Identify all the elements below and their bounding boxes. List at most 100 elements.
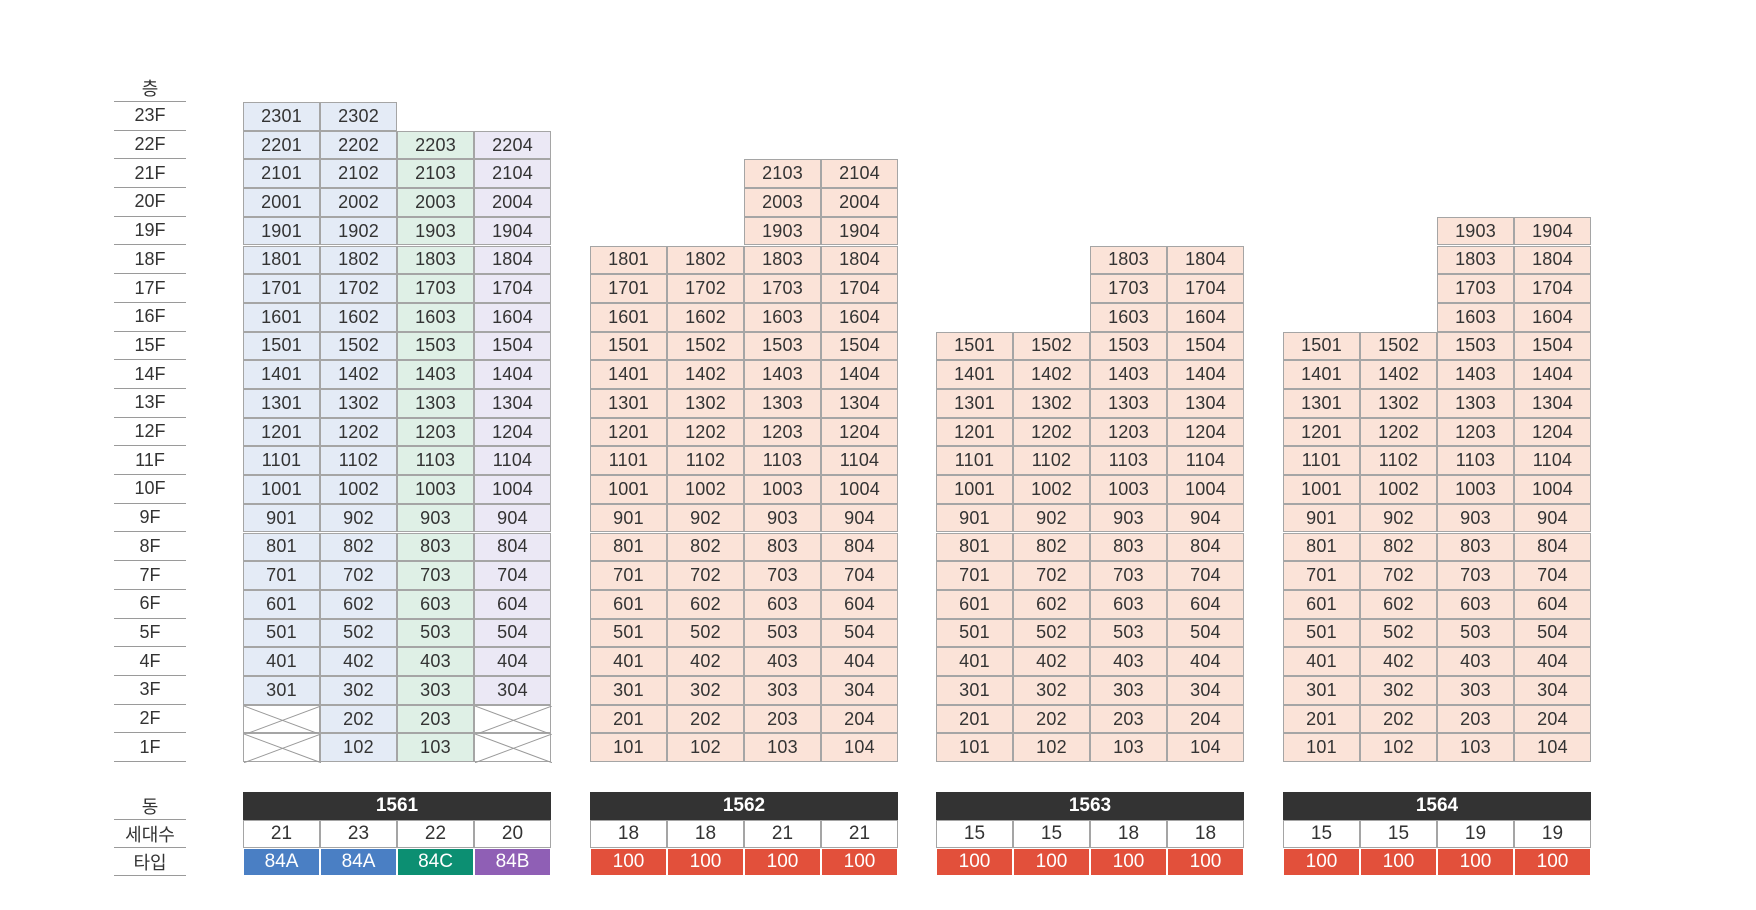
unit-cell: 1302 [1013,389,1090,418]
unit-cell: 403 [1090,647,1167,676]
unit-cell: 603 [744,589,821,619]
unit-cell: 203 [1437,704,1514,734]
unit-cell: 102 [1360,733,1437,763]
unit-cell: 302 [320,676,397,705]
type-cell: 100 [667,848,744,876]
unit-cell: 904 [474,503,551,533]
floor-label: 2F [114,705,186,734]
floor-label: 15F [114,332,186,361]
unit-cell: 902 [667,503,744,533]
unit-cell: 201 [936,704,1013,734]
unit-cell: 1804 [1514,245,1591,275]
unit-cell: 1404 [474,360,551,389]
unit-cell: 401 [590,647,667,676]
unit-cell: 2001 [243,188,320,217]
unit-cell: 1004 [1514,475,1591,504]
unit-cell: 804 [1167,532,1244,562]
unit-cell: 602 [320,589,397,619]
unit-cell: 902 [1360,503,1437,533]
unit-cell: 404 [821,647,898,676]
unit-cell: 802 [667,532,744,562]
building-name-header: 1561 [243,792,551,820]
unit-cell: 1301 [243,389,320,418]
unit-cell: 404 [1167,647,1244,676]
unit-cell: 1804 [474,245,551,275]
unit-cell: 301 [936,676,1013,705]
unit-cell: 1504 [821,331,898,361]
unit-cell: 304 [1167,676,1244,705]
unit-cell: 2104 [474,159,551,189]
unit-cell: 204 [1167,704,1244,734]
unit-cell: 902 [1013,503,1090,533]
unit-cell: 702 [1013,561,1090,590]
unit-cell: 302 [1013,676,1090,705]
unit-cell: 704 [1514,561,1591,590]
unit-cell: 703 [397,561,474,590]
type-row-header: 타입 [114,848,186,876]
unit-cell: 401 [243,647,320,676]
unit-cell: 1103 [1437,446,1514,476]
unit-cell: 1603 [744,302,821,332]
unit-cell: 1301 [936,389,1013,418]
unit-cell: 402 [1360,647,1437,676]
unit-cell: 1604 [1514,302,1591,332]
unit-cell: 201 [590,704,667,734]
unit-cell: 802 [320,532,397,562]
type-cell: 100 [1283,848,1360,876]
unit-cell: 1002 [1360,475,1437,504]
empty-unit-cell [243,704,321,735]
unit-cell: 303 [1437,676,1514,705]
building-name-header: 1564 [1283,792,1591,820]
unit-cell: 1402 [1360,360,1437,389]
unit-cell: 204 [821,704,898,734]
unit-cell: 2201 [243,130,320,160]
unit-cell: 2301 [243,102,320,131]
unit-cell: 103 [397,733,474,763]
unit-cell: 1102 [667,446,744,476]
households-cell: 20 [474,820,551,848]
unit-cell: 1402 [320,360,397,389]
unit-cell: 1302 [1360,389,1437,418]
unit-cell: 301 [1283,676,1360,705]
unit-cell: 402 [1013,647,1090,676]
unit-cell: 1902 [320,216,397,246]
unit-cell: 403 [744,647,821,676]
unit-cell: 1201 [590,417,667,447]
unit-cell: 803 [1090,532,1167,562]
floor-label: 11F [114,446,186,476]
empty-unit-cell [474,704,552,735]
type-cell: 100 [1514,848,1591,876]
unit-cell: 1603 [1090,302,1167,332]
unit-cell: 104 [821,733,898,763]
unit-cell: 1801 [590,245,667,275]
unit-cell: 202 [1360,704,1437,734]
unit-cell: 1903 [744,216,821,246]
unit-cell: 403 [397,647,474,676]
unit-cell: 2103 [744,159,821,189]
unit-cell: 802 [1360,532,1437,562]
unit-cell: 1003 [1090,475,1167,504]
unit-cell: 1303 [397,389,474,418]
unit-cell: 301 [590,676,667,705]
unit-cell: 204 [1514,704,1591,734]
unit-cell: 1401 [243,360,320,389]
households-cell: 15 [1013,820,1090,848]
unit-cell: 1903 [1437,216,1514,246]
unit-cell: 1803 [744,245,821,275]
floor-label: 21F [114,159,186,189]
unit-cell: 1901 [243,216,320,246]
unit-cell: 1602 [320,302,397,332]
unit-cell: 801 [1283,532,1360,562]
unit-cell: 304 [474,676,551,705]
type-cell: 84A [243,848,320,876]
unit-cell: 1201 [1283,417,1360,447]
type-cell: 100 [590,848,667,876]
unit-cell: 202 [1013,704,1090,734]
unit-cell: 1004 [1167,475,1244,504]
unit-cell: 1503 [744,331,821,361]
unit-cell: 203 [744,704,821,734]
unit-cell: 1703 [1090,274,1167,303]
unit-cell: 1603 [1437,302,1514,332]
unit-cell: 1003 [397,475,474,504]
